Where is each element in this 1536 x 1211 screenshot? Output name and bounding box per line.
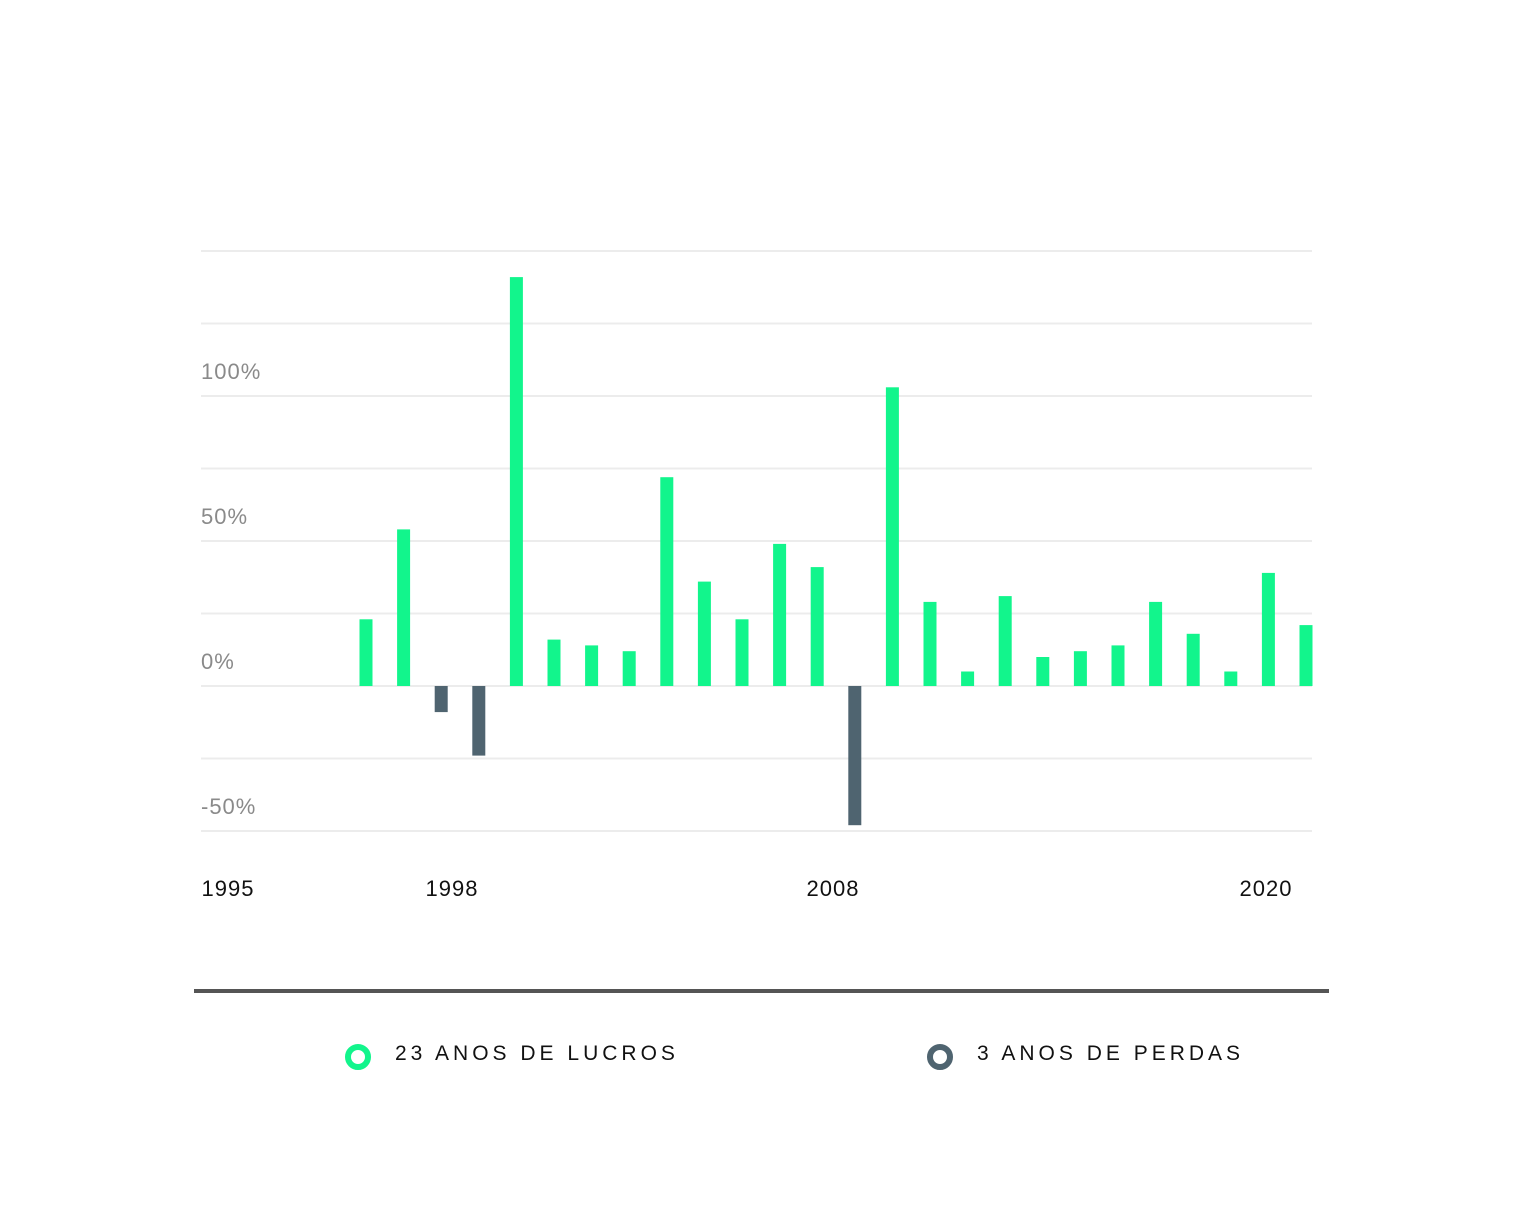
bar-2007: [810, 567, 824, 686]
bar-2011: [961, 671, 975, 686]
bar-2001: [585, 645, 599, 686]
bar-2012: [998, 596, 1012, 686]
bar-2009: [885, 387, 899, 686]
x-tick-label: 2008: [807, 876, 860, 901]
bar-2020: [1299, 625, 1313, 686]
bar-2003: [660, 477, 674, 686]
bar-2018: [1224, 671, 1238, 686]
bar-1997: [434, 686, 448, 713]
bar-2008: [848, 686, 862, 826]
bar-1996: [397, 529, 411, 686]
legend-losses-icon: [927, 1044, 953, 1070]
y-tick-label: 0%: [201, 649, 235, 674]
x-tick-label: 1998: [426, 876, 479, 901]
legend-item-losses: 3 ANOS DE PERDAS: [927, 1038, 1244, 1070]
bar-2004: [697, 581, 711, 686]
bar-1999: [509, 277, 523, 686]
legend-profits-icon: [345, 1044, 371, 1070]
bar-2019: [1261, 572, 1275, 686]
bar-2013: [1036, 657, 1050, 686]
y-tick-label: -50%: [201, 794, 256, 819]
bar-2005: [735, 619, 749, 686]
bar-2016: [1149, 601, 1163, 686]
y-tick-label: 100%: [201, 359, 261, 384]
y-tick-label: 50%: [201, 504, 248, 529]
bar-2015: [1111, 645, 1125, 686]
bar-2014: [1073, 651, 1087, 686]
bar-2017: [1186, 633, 1200, 686]
legend-profits-label: 23 ANOS DE LUCROS: [395, 1042, 679, 1065]
bar-1998: [472, 686, 486, 756]
bar-2000: [547, 639, 561, 686]
legend-item-profits: 23 ANOS DE LUCROS: [345, 1038, 679, 1070]
bar-2010: [923, 601, 937, 686]
bar-2006: [773, 543, 787, 686]
x-tick-label: 2020: [1240, 876, 1293, 901]
bar-1995: [359, 619, 373, 686]
x-tick-label: 1995: [202, 876, 255, 901]
legend-losses-label: 3 ANOS DE PERDAS: [977, 1042, 1245, 1065]
bar-2002: [622, 651, 636, 686]
